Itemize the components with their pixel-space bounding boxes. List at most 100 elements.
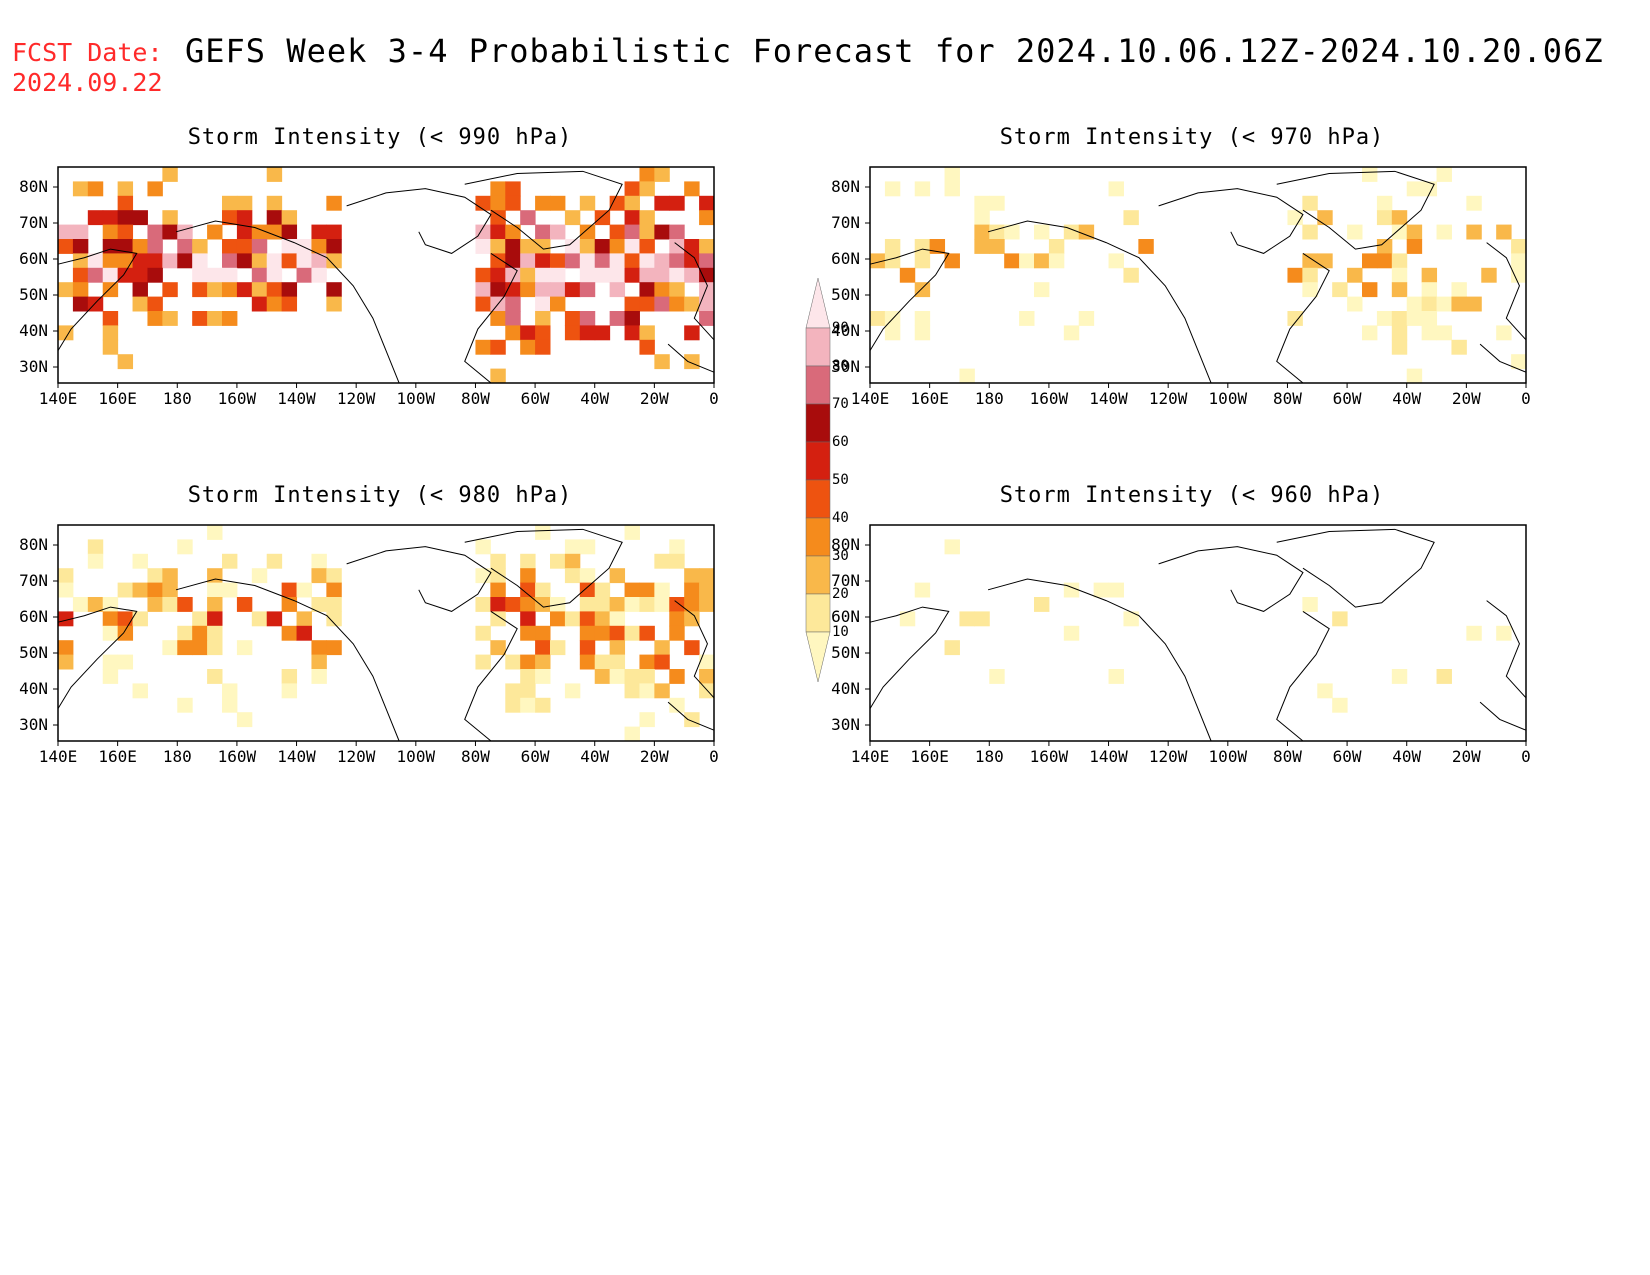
probability-cell (564, 611, 581, 627)
probability-cell (654, 195, 670, 211)
probability-cell (1123, 267, 1139, 283)
probability-cell (1391, 282, 1408, 298)
panel-960: Storm Intensity (< 960 hPa) 80N 70N 60N 50N… (812, 483, 1572, 803)
probability-cell (684, 354, 700, 370)
probability-cell (117, 239, 134, 254)
probability-cell (535, 582, 551, 598)
probability-cell (624, 181, 640, 197)
lon-label: 60W (1332, 389, 1362, 408)
probability-cell (535, 282, 551, 298)
probability-cell (624, 239, 640, 254)
probability-cell (58, 224, 74, 240)
probability-cell (564, 239, 581, 254)
map-canvas (53, 166, 715, 388)
probability-cell (251, 296, 268, 312)
probability-cell (326, 597, 342, 612)
probability-cell (684, 296, 700, 312)
probability-cell (624, 224, 640, 240)
probability-cell (1302, 282, 1318, 298)
probability-cell (684, 239, 700, 254)
probability-cell (207, 611, 223, 627)
probability-cell (1123, 210, 1139, 226)
probability-cell (609, 311, 626, 326)
probability-cell (132, 282, 148, 298)
probability-cell (624, 253, 640, 269)
probability-cell (535, 195, 551, 211)
probability-cell (505, 195, 521, 211)
probability-cell (1108, 181, 1124, 197)
probability-cell (654, 553, 670, 569)
lat-label: 80N (19, 535, 48, 554)
probability-cell (87, 253, 104, 269)
probability-cell (624, 726, 640, 742)
probability-cell (654, 597, 670, 612)
probability-cell (1421, 267, 1438, 283)
probability-cell (162, 253, 178, 269)
probability-cell (684, 640, 700, 656)
probability-cell (87, 296, 104, 312)
probability-cell (594, 654, 611, 670)
lon-label: 100W (1208, 747, 1248, 766)
probability-cell (639, 582, 655, 598)
probability-cell (162, 582, 178, 598)
probability-cell (162, 640, 178, 656)
probability-cell (550, 553, 566, 569)
lon-label: 0 (1521, 389, 1531, 408)
probability-cell (594, 267, 611, 283)
probability-cell (520, 669, 536, 684)
coastline (1276, 610, 1330, 742)
lon-label: 120W (336, 747, 376, 766)
coastline (175, 578, 400, 742)
map-canvas (53, 524, 715, 746)
probability-cell (1406, 368, 1423, 384)
lon-label: 60W (520, 747, 550, 766)
probability-cell (266, 282, 283, 298)
lon-label: 140E (38, 747, 78, 766)
probability-cell (505, 224, 521, 240)
probability-cell (579, 640, 596, 656)
probability-cell (222, 282, 238, 298)
probability-cell (1466, 195, 1482, 211)
lat-label: 30N (19, 357, 48, 376)
probability-cell (147, 253, 163, 269)
probability-cell (1063, 325, 1080, 341)
probability-cell (1391, 224, 1408, 240)
lon-label: 140E (850, 747, 890, 766)
probability-cell (505, 311, 521, 326)
probability-cell (222, 210, 238, 226)
colorbar-segment (805, 327, 831, 367)
probability-cell (192, 282, 208, 298)
probability-cell (207, 267, 223, 283)
probability-cell (1451, 339, 1467, 355)
lat-label: 40N (831, 321, 860, 340)
colorbar-segment (805, 479, 831, 519)
probability-cell (884, 253, 901, 269)
probability-cell (579, 625, 596, 641)
colorbar-label: 60 (832, 434, 849, 450)
probability-cell (1481, 267, 1497, 283)
probability-cell (147, 582, 163, 598)
probability-cell (699, 296, 715, 312)
coastline (869, 248, 950, 351)
probability-cell (520, 597, 536, 612)
probability-cell (58, 282, 74, 298)
probability-cell (899, 611, 916, 627)
probability-cell (1466, 296, 1482, 312)
probability-cell (1347, 296, 1363, 312)
probability-cell (914, 181, 931, 197)
probability-cell (177, 224, 193, 240)
probability-cell (1376, 195, 1393, 211)
probability-cell (281, 683, 298, 699)
probability-cell (520, 654, 536, 670)
probability-cell (639, 669, 655, 684)
probability-cell (326, 296, 342, 312)
lat-label: 60N (831, 249, 860, 268)
probability-cell (1138, 239, 1154, 254)
probability-cell (579, 253, 596, 269)
probability-cell (1406, 311, 1423, 326)
probability-cell (535, 625, 551, 641)
colorbar-segment (805, 593, 831, 633)
probability-cell (639, 224, 655, 240)
probability-cell (564, 683, 581, 699)
lat-label: 60N (831, 607, 860, 626)
